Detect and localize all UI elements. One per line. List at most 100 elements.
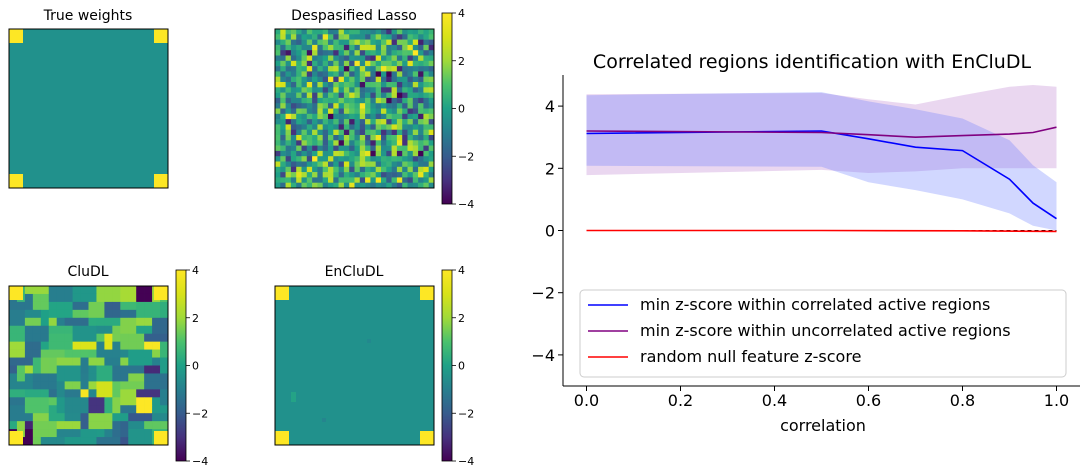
heatmap-cell: [391, 39, 398, 46]
heatmap-cell: [386, 150, 392, 157]
heatmap-cell: [296, 166, 302, 173]
heatmap-cell: [16, 373, 26, 382]
heatmap-cell: [306, 177, 313, 183]
heatmap-cell: [359, 113, 366, 120]
heatmap-cell: [365, 97, 371, 104]
heatmap-cell: [296, 172, 302, 178]
heatmap-cell: [365, 44, 371, 51]
heatmap-cell: [275, 172, 281, 178]
heatmap-cell: [349, 50, 355, 56]
heatmap-cell: [312, 113, 318, 120]
heatmap-cell: [402, 92, 408, 99]
line-chart-panel: Correlated regions identification with E…: [531, 51, 1080, 435]
heatmap-cell: [136, 413, 145, 422]
heatmap-cell: [9, 341, 18, 350]
heatmap-cell: [328, 29, 334, 35]
heatmap-cell: [285, 92, 292, 99]
heatmap-cell: [48, 397, 57, 406]
heatmap-cell: [349, 145, 355, 152]
cludl-colorbar: 4 2 0 −2 −4: [175, 264, 208, 468]
heatmap-cell: [275, 50, 281, 56]
heatmap-cell: [9, 381, 18, 390]
heatmap-cell: [48, 317, 57, 327]
heatmap-cell: [338, 29, 345, 35]
heatmap-cell: [349, 97, 355, 104]
heatmap-cell: [349, 60, 355, 67]
heatmap-cell: [423, 39, 429, 46]
heatmap-cell: [343, 166, 350, 173]
heatmap-cell: [312, 97, 318, 104]
heatmap-cell: [386, 108, 392, 115]
heatmap-cell: [275, 97, 281, 104]
heatmap-cell: [312, 103, 318, 109]
heatmap-cell: [306, 135, 313, 141]
heatmap-cell: [88, 301, 97, 311]
heatmap-cell: [120, 405, 129, 414]
heatmap-cell: [296, 150, 302, 157]
heatmap-cell: [407, 177, 414, 183]
heatmap-cell: [370, 82, 376, 88]
heatmap-cell: [333, 108, 339, 115]
heatmap-cell: [375, 161, 382, 168]
colorbar-tick-label: 4: [458, 264, 465, 277]
heatmap-cell: [128, 413, 137, 422]
heatmap-cell: [333, 34, 339, 40]
heatmap-cell: [396, 172, 403, 178]
heatmap-cell: [24, 286, 34, 295]
heatmap-cell: [343, 177, 350, 183]
heatmap-cell: [312, 161, 318, 168]
heatmap-cell: [359, 172, 366, 178]
heatmap-cell: [343, 103, 350, 109]
heatmap-cell: [136, 365, 145, 374]
heatmap-cell: [381, 177, 387, 183]
heatmap-cell: [317, 97, 323, 104]
cludl-corner-br: [154, 431, 168, 445]
heatmap-cell: [32, 286, 42, 295]
heatmap-cell: [381, 44, 387, 51]
heatmap-cell: [370, 156, 376, 162]
heatmap-cell: [290, 39, 297, 46]
heatmap-cell: [317, 34, 323, 40]
heatmap-cell: [418, 92, 424, 99]
heatmap-cell: [312, 119, 318, 125]
heatmap-cell: [32, 317, 42, 327]
heatmap-cell: [290, 71, 297, 77]
heatmap-cell: [396, 113, 403, 120]
heatmap-cell: [317, 135, 323, 141]
heatmap-cell: [144, 413, 153, 422]
heatmap-cell: [317, 87, 323, 93]
true-weights-frame: [8, 28, 169, 189]
heatmap-cell: [428, 119, 435, 125]
heatmap-cell: [9, 317, 18, 327]
heatmap-cell: [120, 286, 129, 295]
heatmap-cell: [412, 55, 419, 62]
heatmap-cell: [359, 103, 366, 109]
heatmap-cell: [391, 177, 398, 183]
heatmap-cell: [80, 421, 89, 430]
heatmap-cell: [370, 87, 376, 93]
heatmap-cell: [160, 413, 169, 422]
heatmap-cell: [275, 87, 281, 93]
heatmap-cell: [370, 44, 376, 51]
heatmap-cell: [104, 413, 113, 422]
heatmap-cell: [343, 97, 350, 104]
heatmap-cell: [317, 140, 323, 146]
heatmap-cell: [365, 39, 371, 46]
heatmap-cell: [24, 333, 34, 342]
heatmap-cell: [381, 129, 387, 136]
encludl-title: EnCluDL: [325, 264, 384, 280]
heatmap-cell: [96, 373, 105, 382]
heatmap-cell: [381, 87, 387, 93]
heatmap-cell: [32, 397, 42, 406]
heatmap-cell: [333, 97, 339, 104]
heatmap-cell: [64, 286, 73, 295]
heatmap-cell: [386, 29, 392, 35]
heatmap-cell: [128, 397, 137, 406]
heatmap-cell: [407, 150, 414, 157]
heatmap-cell: [328, 76, 334, 83]
heatmap-cell: [386, 129, 392, 136]
heatmap-cell: [428, 34, 435, 40]
heatmap-cell: [275, 71, 281, 77]
heatmap-cell: [301, 82, 308, 88]
heatmap-cell: [349, 34, 355, 40]
